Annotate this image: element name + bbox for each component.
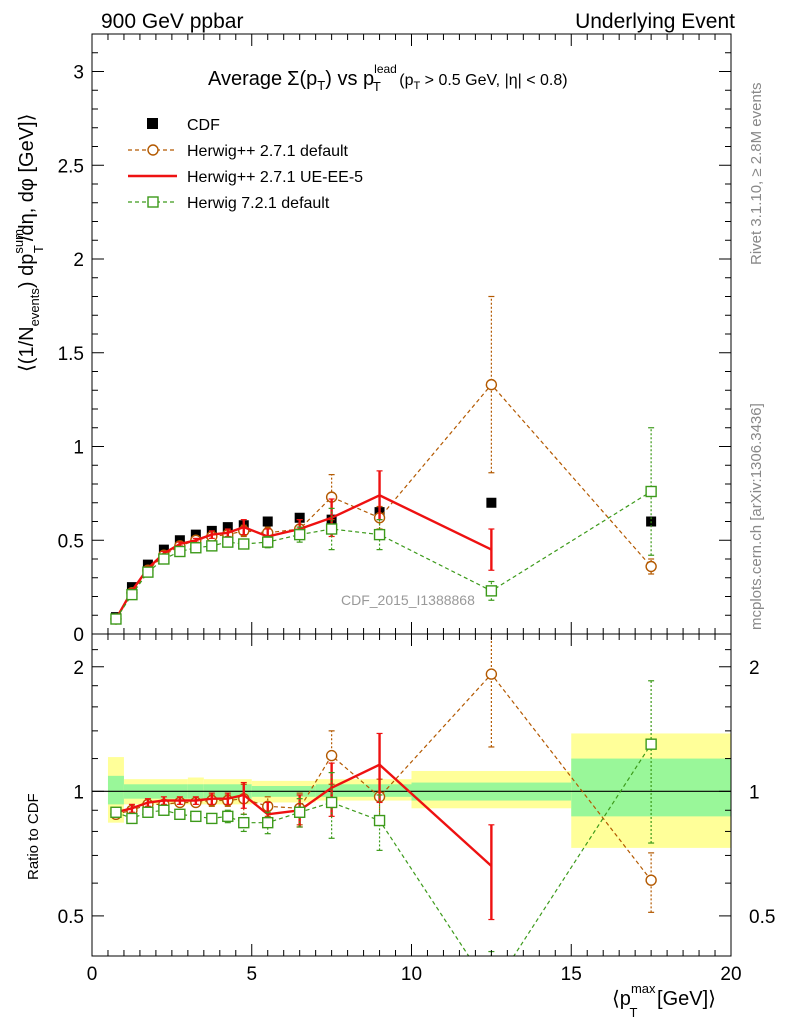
main-y-tick-label: 2.5 xyxy=(58,156,84,177)
main-y-tick-label: 2 xyxy=(73,250,84,271)
herwig-7-2-1-default-point xyxy=(190,542,202,554)
ratio-y-tick-label-right: 2 xyxy=(749,658,760,679)
main-y-tick-label: 0 xyxy=(73,625,84,646)
main-y-tick-label: 1.5 xyxy=(58,344,84,365)
x-axis-label: ⟨pmax T [GeV]⟩ xyxy=(612,981,716,1020)
ratio-herwig-2-7-1-default-point xyxy=(485,668,498,680)
rivet-version-label: Rivet 3.1.10, ≥ 2.8M events xyxy=(748,83,765,266)
herwig-7-2-1-default-point xyxy=(158,553,170,565)
ratio-y-tick-label-right: 0.5 xyxy=(749,907,775,928)
ratio-herwig-7-2-1-default-point xyxy=(486,986,496,996)
herwig-7-2-1-default-point xyxy=(262,536,274,548)
ratio-band-inner xyxy=(107,775,124,805)
ratio-y-tick-label: 0.5 xyxy=(58,907,84,928)
ratio-herwig-7-2-1-default-point xyxy=(206,812,218,825)
ratio-panel-plot-area xyxy=(92,634,731,996)
herwig-2-7-1-default-line xyxy=(115,383,652,620)
ratio-herwig-7-2-1-default-point xyxy=(373,814,386,827)
herwig-7-2-1-default-point xyxy=(645,485,657,498)
herwig-7-2-1-default-point xyxy=(110,613,122,625)
legend-marker-herwig-2-7-1-default xyxy=(147,144,159,156)
ratio-herwig-7-2-1-default-point xyxy=(325,796,338,809)
ratio-herwig-7-2-1-default-point xyxy=(126,812,138,825)
herwig-7-2-1-default-point xyxy=(238,538,250,550)
main-panel-plot-area xyxy=(110,295,657,625)
ratio-herwig-7-2-1-default-point xyxy=(222,810,234,823)
ratio-herwig-7-2-1-default-point xyxy=(293,806,306,818)
legend-label-herwig-2-7-1-ue-ee-5: Herwig++ 2.7.1 UE-EE-5 xyxy=(187,169,363,186)
ratio-band-inner xyxy=(315,784,412,797)
legend-marker-cdf xyxy=(147,118,158,129)
ratio-herwig-7-2-1-default-point xyxy=(645,738,657,750)
herwig-2-7-1-default-point xyxy=(485,378,498,391)
mcplots-label: mcplots.cern.ch [arXiv:1306.3436] xyxy=(748,403,765,630)
ratio-herwig-7-2-1-default-point xyxy=(174,808,186,821)
cdf-data-point xyxy=(222,522,233,533)
ratio-x-tick-label: 0 xyxy=(87,964,98,985)
ratio-panel-axes: 0.5 0.51 12 20 5 10 15 20 xyxy=(58,634,775,985)
ratio-y-tick-label-right: 1 xyxy=(749,782,760,803)
ratio-herwig-7-2-1-default-point xyxy=(190,810,202,823)
herwig-7-2-1-default-point xyxy=(373,528,386,541)
plot-title: Average Σ(pT) vs plead T (pT > 0.5 GeV, |η… xyxy=(208,62,568,94)
ratio-y-tick-label: 2 xyxy=(73,658,84,679)
ratio-y-tick-label: 1 xyxy=(73,782,84,803)
herwig-7-2-1-default-point xyxy=(206,540,218,552)
ratio-x-tick-label: 15 xyxy=(561,964,582,985)
header-right: Underlying Event xyxy=(575,10,735,33)
legend-label-herwig-7-2-1-default: Herwig 7.2.1 default xyxy=(187,195,330,212)
legend: CDF Herwig++ 2.7.1 default Herwig++ 2.7.1 … xyxy=(128,117,363,212)
ratio-herwig-7-2-1-default-point xyxy=(110,806,122,818)
herwig-7-2-1-default-point xyxy=(174,545,186,558)
ratio-herwig-7-2-1-default-point xyxy=(158,804,170,816)
y-axis-label-ratio: Ratio to CDF xyxy=(25,793,42,880)
cdf-data-point xyxy=(262,516,273,527)
ratio-herwig-7-2-1-default-point xyxy=(262,816,274,829)
main-panel-axes: 0.5 1 1.5 2 2.5 3 0 xyxy=(58,33,732,646)
herwig-7-2-1-default-point xyxy=(222,536,234,548)
ratio-x-tick-label: 20 xyxy=(720,964,741,985)
main-y-tick-label: 1 xyxy=(73,438,84,459)
main-y-tick-label: 3 xyxy=(73,63,84,84)
ratio-x-tick-label: 5 xyxy=(246,964,257,985)
ratio-herwig-2-7-1-default-point xyxy=(645,874,657,886)
analysis-watermark: CDF_2015_I1388868 xyxy=(341,592,475,608)
ratio-herwig-2-7-1-default-point xyxy=(325,749,338,762)
header-left: 900 GeV ppbar xyxy=(101,10,243,33)
herwig-7-2-1-default-point xyxy=(325,523,338,535)
y-axis-label-main: ⟨(1/Nevents) dpsum T/dη, dφ [GeV]⟩ xyxy=(11,114,46,372)
ratio-herwig-7-2-1-default-point xyxy=(238,816,250,829)
legend-label-cdf: CDF xyxy=(187,117,220,134)
cdf-data-point xyxy=(294,512,305,523)
herwig-7-2-1-default-point xyxy=(126,588,138,601)
herwig-7-2-1-default-point xyxy=(293,528,306,541)
main-y-tick-label: 0.5 xyxy=(58,531,84,552)
cdf-data-point xyxy=(486,497,497,508)
herwig-7-2-1-default-point xyxy=(485,585,498,597)
herwig-7-2-1-default-point xyxy=(142,566,154,578)
herwig-2-7-1-default-point xyxy=(645,560,657,573)
ratio-herwig-2-7-1-ue-ee-5-line xyxy=(115,763,493,867)
legend-marker-herwig-7-2-1-default xyxy=(147,196,159,208)
legend-label-herwig-2-7-1-default: Herwig++ 2.7.1 default xyxy=(187,143,349,160)
ratio-x-tick-label: 10 xyxy=(401,964,422,985)
ratio-herwig-7-2-1-default-point xyxy=(142,806,154,818)
